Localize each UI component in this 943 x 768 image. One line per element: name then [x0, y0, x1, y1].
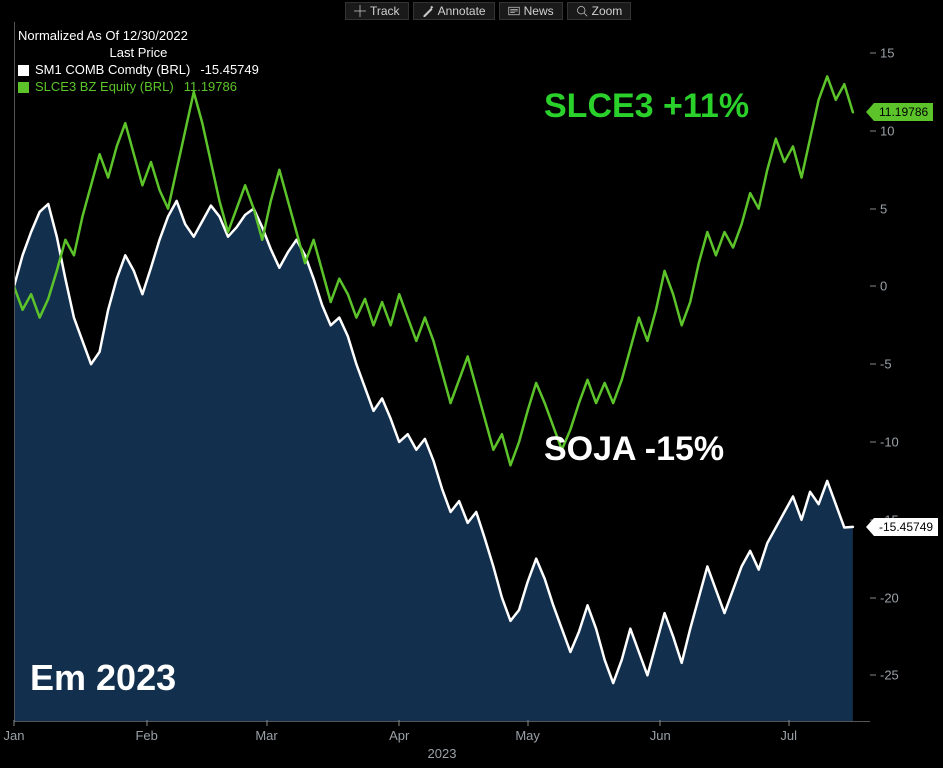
plot-border: [14, 22, 870, 722]
toolbar-news-label: News: [524, 4, 554, 18]
y-tick-mark: [870, 364, 876, 365]
x-axis-year: 2023: [428, 746, 457, 761]
x-tick-mark: [788, 720, 789, 726]
y-tick-label: -20: [880, 590, 899, 605]
y-tick-label: -10: [880, 435, 899, 450]
toolbar-zoom-label: Zoom: [592, 4, 623, 18]
y-tick-mark: [870, 442, 876, 443]
zoom-icon: [576, 5, 588, 17]
x-tick-label: Mar: [255, 728, 277, 743]
pencil-icon: [422, 5, 434, 17]
x-tick-label: Feb: [135, 728, 157, 743]
news-icon: [508, 5, 520, 17]
crosshair-icon: [354, 5, 366, 17]
y-tick-label: 0: [880, 279, 887, 294]
y-tick-mark: [870, 597, 876, 598]
y-tick-label: 15: [880, 46, 894, 61]
y-value-flag: -15.45749: [874, 518, 938, 536]
terminal-chart-root: Track Annotate News Zoom Normalized As O…: [0, 0, 943, 768]
y-tick-label: -25: [880, 668, 899, 683]
annotation-year: Em 2023: [30, 657, 176, 699]
y-tick-mark: [870, 53, 876, 54]
y-tick-mark: [870, 286, 876, 287]
y-tick-label: 10: [880, 123, 894, 138]
x-tick-mark: [399, 720, 400, 726]
toolbar-annotate-label: Annotate: [438, 4, 486, 18]
x-tick-mark: [266, 720, 267, 726]
x-tick-mark: [146, 720, 147, 726]
annotation-slce3: SLCE3 +11%: [544, 87, 749, 126]
toolbar-annotate[interactable]: Annotate: [413, 2, 495, 20]
x-axis: 2023 JanFebMarAprMayJunJul: [14, 724, 870, 764]
y-value-flag: 11.19786: [874, 103, 933, 121]
chart-plot-area: SLCE3 +11% SOJA -15% Em 2023: [14, 22, 870, 722]
chart-toolbar: Track Annotate News Zoom: [345, 0, 631, 22]
x-tick-label: Apr: [389, 728, 409, 743]
toolbar-news[interactable]: News: [499, 2, 563, 20]
x-tick-label: May: [515, 728, 540, 743]
x-tick-label: Jun: [650, 728, 671, 743]
y-tick-label: 5: [880, 201, 887, 216]
y-tick-mark: [870, 208, 876, 209]
toolbar-zoom[interactable]: Zoom: [567, 2, 632, 20]
annotation-soja: SOJA -15%: [544, 430, 724, 469]
toolbar-track-label: Track: [370, 4, 400, 18]
x-tick-mark: [527, 720, 528, 726]
x-tick-label: Jul: [780, 728, 797, 743]
y-tick-label: -5: [880, 357, 892, 372]
y-tick-mark: [870, 675, 876, 676]
x-tick-mark: [14, 720, 15, 726]
y-tick-mark: [870, 130, 876, 131]
x-tick-mark: [660, 720, 661, 726]
toolbar-track[interactable]: Track: [345, 2, 409, 20]
y-axis-right: 151050-5-10-15-20-2511.19786-15.45749: [870, 22, 930, 722]
x-tick-label: Jan: [4, 728, 25, 743]
